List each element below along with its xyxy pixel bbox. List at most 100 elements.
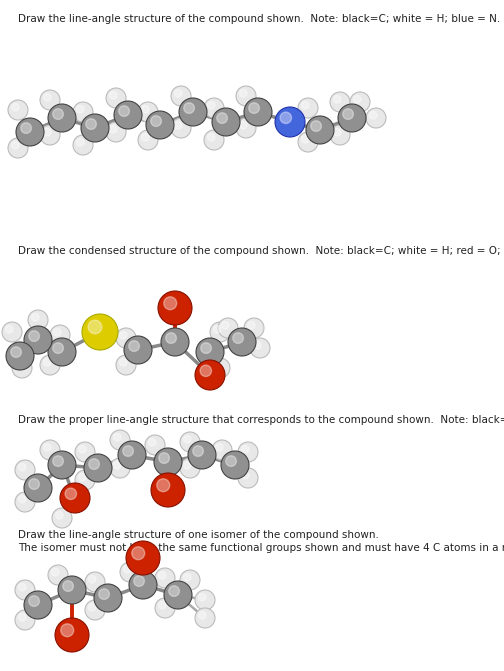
Circle shape <box>73 135 93 155</box>
Circle shape <box>180 458 200 478</box>
Circle shape <box>31 313 39 321</box>
Circle shape <box>52 508 72 528</box>
Circle shape <box>213 325 221 333</box>
Circle shape <box>249 103 260 113</box>
Circle shape <box>53 328 61 336</box>
Circle shape <box>43 358 51 366</box>
Circle shape <box>330 92 350 112</box>
Circle shape <box>129 571 157 599</box>
Circle shape <box>28 310 48 330</box>
Circle shape <box>275 107 305 137</box>
Circle shape <box>123 566 131 573</box>
Circle shape <box>75 470 95 490</box>
Circle shape <box>84 454 112 482</box>
Circle shape <box>301 136 309 143</box>
Circle shape <box>43 444 51 451</box>
Circle shape <box>169 586 179 597</box>
Circle shape <box>85 572 105 592</box>
Circle shape <box>311 121 322 132</box>
Circle shape <box>89 459 99 470</box>
Circle shape <box>48 104 76 132</box>
Circle shape <box>158 291 192 325</box>
Circle shape <box>236 118 256 138</box>
Circle shape <box>113 462 121 469</box>
Circle shape <box>88 576 96 583</box>
Circle shape <box>244 98 272 126</box>
Circle shape <box>298 98 318 118</box>
Circle shape <box>350 92 370 112</box>
Circle shape <box>174 121 182 129</box>
Circle shape <box>119 358 127 366</box>
Circle shape <box>8 100 28 120</box>
Circle shape <box>157 479 170 492</box>
Circle shape <box>183 574 191 581</box>
Circle shape <box>6 342 34 370</box>
Circle shape <box>212 440 232 460</box>
Circle shape <box>254 342 261 349</box>
Circle shape <box>353 95 361 103</box>
Circle shape <box>51 568 59 576</box>
Circle shape <box>171 86 191 106</box>
Circle shape <box>199 611 206 619</box>
Circle shape <box>151 473 185 507</box>
Circle shape <box>15 492 35 512</box>
Circle shape <box>238 468 258 488</box>
Circle shape <box>215 444 223 451</box>
Circle shape <box>164 581 192 609</box>
Circle shape <box>195 590 215 610</box>
Circle shape <box>155 568 175 588</box>
Circle shape <box>330 125 350 145</box>
Circle shape <box>213 362 221 369</box>
Circle shape <box>88 320 102 333</box>
Circle shape <box>250 338 270 358</box>
Circle shape <box>60 483 90 513</box>
Circle shape <box>208 101 215 109</box>
Circle shape <box>63 581 74 591</box>
Circle shape <box>53 456 64 466</box>
Circle shape <box>120 562 140 582</box>
Circle shape <box>334 95 341 103</box>
Circle shape <box>19 613 26 621</box>
Circle shape <box>138 102 158 122</box>
Circle shape <box>134 576 145 586</box>
Circle shape <box>132 547 145 560</box>
Circle shape <box>129 341 140 352</box>
Circle shape <box>343 109 353 119</box>
Circle shape <box>113 433 121 441</box>
Circle shape <box>82 314 118 350</box>
Circle shape <box>106 88 126 108</box>
Circle shape <box>148 438 156 446</box>
Circle shape <box>79 446 86 453</box>
Circle shape <box>43 93 51 101</box>
Circle shape <box>119 106 130 116</box>
Circle shape <box>146 111 174 139</box>
Circle shape <box>247 321 255 329</box>
Circle shape <box>48 451 76 479</box>
Circle shape <box>55 511 63 519</box>
Circle shape <box>193 446 204 456</box>
Circle shape <box>88 603 96 611</box>
Circle shape <box>40 90 60 110</box>
Circle shape <box>236 86 256 106</box>
Circle shape <box>29 596 39 607</box>
Circle shape <box>61 624 74 637</box>
Circle shape <box>218 318 238 338</box>
Circle shape <box>12 103 19 111</box>
Circle shape <box>180 432 200 452</box>
Circle shape <box>19 464 26 471</box>
Circle shape <box>12 142 19 149</box>
Circle shape <box>99 588 109 599</box>
Circle shape <box>19 583 26 591</box>
Circle shape <box>138 130 158 150</box>
Circle shape <box>110 458 130 478</box>
Circle shape <box>199 593 206 601</box>
Circle shape <box>239 121 247 129</box>
Circle shape <box>77 105 84 113</box>
Circle shape <box>200 365 212 376</box>
Circle shape <box>179 98 207 126</box>
Circle shape <box>109 125 117 133</box>
Circle shape <box>228 328 256 356</box>
Circle shape <box>196 338 224 366</box>
Circle shape <box>221 321 229 329</box>
Circle shape <box>180 570 200 590</box>
